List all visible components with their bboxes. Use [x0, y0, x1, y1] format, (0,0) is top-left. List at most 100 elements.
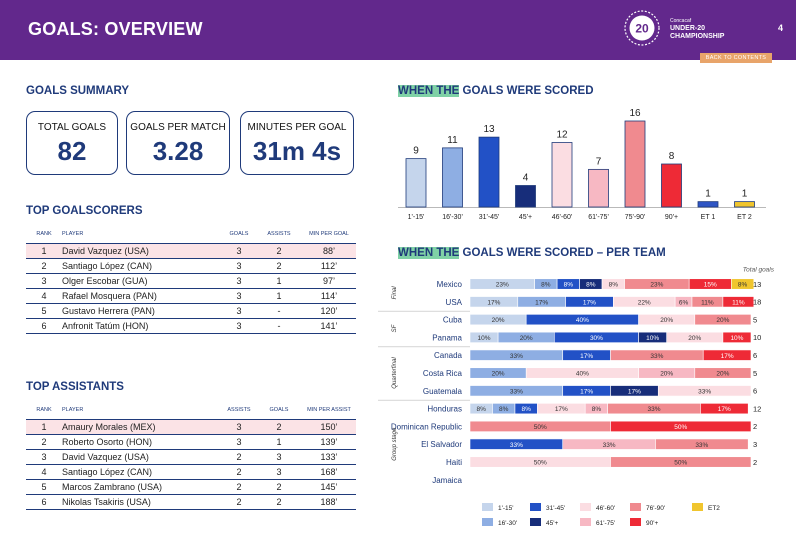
team-label: El Salvador [421, 440, 462, 449]
table-cell: 3 [222, 243, 256, 259]
team-segment [731, 278, 755, 290]
team-segment [694, 367, 752, 379]
segment-value-label: 17% [628, 388, 641, 395]
segment-value-label: 50% [674, 460, 687, 467]
stat-label: TOTAL GOALS [37, 122, 107, 133]
table-cell: 3 [222, 434, 256, 450]
legend-swatch [530, 518, 541, 526]
table-cell: 2 [256, 494, 302, 510]
table-cell: 3 [26, 273, 62, 289]
table-cell: 1 [26, 419, 62, 435]
category-tick-label: 75'-90' [625, 214, 646, 221]
table-cell: 120’ [302, 303, 356, 319]
table-cell: 114’ [302, 288, 356, 304]
table-cell: 2 [222, 494, 256, 510]
table-cell: 2 [256, 258, 302, 274]
team-total-label: 6 [753, 351, 757, 360]
team-total-label: 5 [753, 315, 757, 324]
logo-line-2: UNDER-20 [670, 25, 706, 32]
column-header: MIN PER GOAL [302, 231, 356, 244]
segment-value-label: 17% [535, 299, 548, 306]
legend-swatch [482, 518, 493, 526]
segment-value-label: 8% [609, 282, 619, 289]
table-cell: 2 [26, 434, 62, 450]
table-cell: 2 [26, 258, 62, 274]
table-cell: Olger Escobar (GUA) [62, 273, 222, 289]
table-row: 1 David Vazquez (USA) 3 2 88’ [26, 243, 356, 259]
table-cell: 2 [222, 464, 256, 480]
column-header: GOALS [222, 231, 256, 244]
column-header: PLAYER [62, 407, 222, 420]
segment-value-label: 17% [555, 406, 568, 413]
team-label: Honduras [427, 405, 462, 414]
category-tick-label: ET 2 [737, 214, 752, 221]
segment-value-label: 33% [698, 388, 711, 395]
per-team-title: WHEN THE GOALS WERE SCORED – PER TEAM [398, 247, 666, 259]
bar-3 [515, 185, 536, 208]
team-label: Costa Rica [423, 369, 463, 378]
category-tick-label: 46'-60' [552, 214, 573, 221]
bar-9 [734, 201, 755, 208]
title-highlight: WHEN THE [398, 247, 460, 259]
table-row: 5 Marcos Zambrano (USA) 2 2 145’ [26, 479, 356, 495]
table-cell: 141’ [302, 318, 356, 334]
table-row: 4 Rafael Mosquera (PAN) 3 1 114’ [26, 288, 356, 304]
segment-value-label: 20% [688, 335, 701, 342]
table-cell: 112’ [302, 258, 356, 274]
stat-total-goals: TOTAL GOALS 82 [26, 111, 118, 175]
table-cell: 3 [256, 464, 302, 480]
logo-badge-number: 20 [635, 22, 649, 36]
bar-value-label: 16 [629, 108, 641, 119]
segment-value-label: 10% [730, 335, 743, 342]
team-segment [655, 438, 749, 450]
table-row: 6 Nikolas Tsakiris (USA) 2 2 188’ [26, 494, 356, 510]
table-cell: Nikolas Tsakiris (USA) [62, 494, 222, 510]
tournament-logo-text: Concacaf UNDER-20 CHAMPIONSHIP [670, 17, 724, 41]
bar-0 [405, 158, 427, 208]
legend-swatch [482, 503, 493, 511]
table-cell: Roberto Osorto (HON) [62, 434, 222, 450]
table-cell: 145’ [302, 479, 356, 495]
category-tick-label: 31'-45' [479, 214, 500, 221]
table-cell: 150’ [302, 419, 356, 435]
table-cell: 2 [256, 419, 302, 435]
assistants-table: RANK PLAYER ASSISTS GOALS MIN PER ASSIST 1 Am… [26, 407, 356, 510]
table-cell: Anfronit Tatúm (HON) [62, 318, 222, 334]
segment-value-label: 10% [646, 335, 659, 342]
table-cell: 188’ [302, 494, 356, 510]
team-segment [700, 403, 749, 415]
table-row: 2 Santiago López (CAN) 3 2 112’ [26, 258, 356, 274]
table-cell: David Vazquez (USA) [62, 243, 222, 259]
bar-4 [551, 142, 573, 208]
team-label: Jamaica [432, 476, 462, 485]
legend-swatch [580, 518, 591, 526]
segment-value-label: 8% [541, 282, 551, 289]
legend-label: 61'-75' [596, 520, 615, 527]
goalscorers-table: RANK PLAYER GOALS ASSISTS MIN PER GOAL 1 Davi… [26, 231, 356, 334]
legend-label: 1'-15' [498, 505, 514, 512]
segment-value-label: 17% [583, 299, 596, 306]
table-cell: 5 [26, 303, 62, 319]
top-goalscorers-title: TOP GOALSCORERS [26, 205, 143, 217]
table-cell: 2 [222, 479, 256, 495]
team-total-label: 3 [753, 440, 757, 449]
team-label: Canada [434, 351, 463, 360]
segment-value-label: 11% [701, 299, 714, 306]
column-header: ASSISTS [222, 407, 256, 420]
segment-value-label: 8% [521, 406, 531, 413]
table-cell: - [256, 303, 302, 319]
table-cell: 139’ [302, 434, 356, 450]
team-segment [610, 420, 752, 432]
legend-swatch [630, 518, 641, 526]
back-to-contents-button[interactable]: BACK TO CONTENTS [700, 53, 772, 63]
segment-value-label: 6% [679, 299, 689, 306]
table-cell: 1 [256, 288, 302, 304]
column-header: RANK [26, 407, 62, 420]
bar-2 [478, 136, 500, 208]
segment-value-label: 8% [477, 406, 487, 413]
category-tick-label: 1'-15' [408, 214, 425, 221]
segment-value-label: 22% [638, 299, 651, 306]
segment-value-label: 8% [738, 282, 748, 289]
segment-value-label: 50% [534, 424, 547, 431]
segment-value-label: 15% [704, 282, 717, 289]
